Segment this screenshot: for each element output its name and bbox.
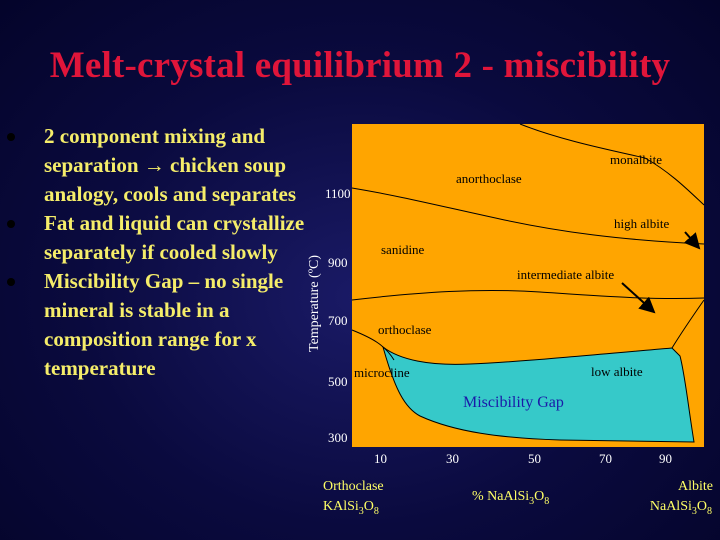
y-tick-label: 500: [328, 374, 348, 389]
slide-title: Melt-crystal equilibrium 2 - miscibility: [49, 45, 671, 86]
y-tick-label: 900: [328, 255, 348, 270]
bullet-dot-icon: [7, 278, 15, 286]
miscibility-gap-label: Miscibility Gap: [463, 394, 564, 411]
bullet-dot-icon: [7, 220, 15, 228]
sanidine-upper-boundary: [351, 187, 705, 245]
x-tick-label: 70: [599, 451, 612, 466]
anorthoclase-boundary: [519, 123, 705, 206]
region-label-anorthoclase: anorthoclase: [456, 171, 522, 186]
bullet-text: Miscibility Gap – no single mineral is s…: [44, 269, 284, 380]
x-tick-label: 90: [659, 451, 672, 466]
intermediate-albite-arrow: [621, 282, 656, 314]
region-label-low-albite: low albite: [591, 364, 643, 379]
bullet-text: 2 component mixing and separation → chic…: [44, 124, 297, 206]
bullet-item: Miscibility Gap – no single mineral is s…: [6, 267, 311, 383]
bullet-dot-icon: [7, 133, 15, 141]
bullet-item: Fat and liquid can crystallize separatel…: [6, 209, 311, 267]
y-tick-label: 700: [328, 313, 348, 328]
left-endmember-formula: KAlSi3O8: [323, 499, 379, 517]
y-tick-label: 1100: [325, 186, 351, 201]
x-axis-label: % NaAlSi3O8: [472, 489, 549, 507]
high-albite-arrow: [683, 231, 701, 250]
region-label-sanidine: sanidine: [381, 242, 425, 257]
region-label-intermediate-albite: intermediate albite: [517, 267, 614, 282]
right-endmember-name: Albite: [678, 479, 713, 494]
bullet-text: Fat and liquid can crystallize separatel…: [44, 211, 305, 264]
region-label-microcline: microcline: [354, 365, 410, 380]
bullet-list: 2 component mixing and separation → chic…: [6, 122, 311, 383]
orthoclase-microcline-boundary: [351, 329, 395, 361]
x-tick-label: 30: [446, 451, 459, 466]
x-tick-label: 10: [374, 451, 387, 466]
albite-transition-boundary: [671, 299, 705, 349]
y-axis-label: Temperature (ºC): [307, 255, 322, 352]
bullet-item: 2 component mixing and separation → chic…: [6, 122, 311, 209]
y-tick-label: 300: [328, 430, 348, 445]
x-tick-label: 50: [528, 451, 541, 466]
left-endmember-name: Orthoclase: [323, 479, 384, 494]
right-endmember-formula: NaAlSi3O8: [650, 499, 712, 517]
miscibility-gap-region: [382, 345, 695, 443]
region-label-orthoclase: orthoclase: [378, 322, 432, 337]
region-label-monalbite: monalbite: [610, 152, 662, 167]
region-label-high-albite: high albite: [614, 216, 669, 231]
